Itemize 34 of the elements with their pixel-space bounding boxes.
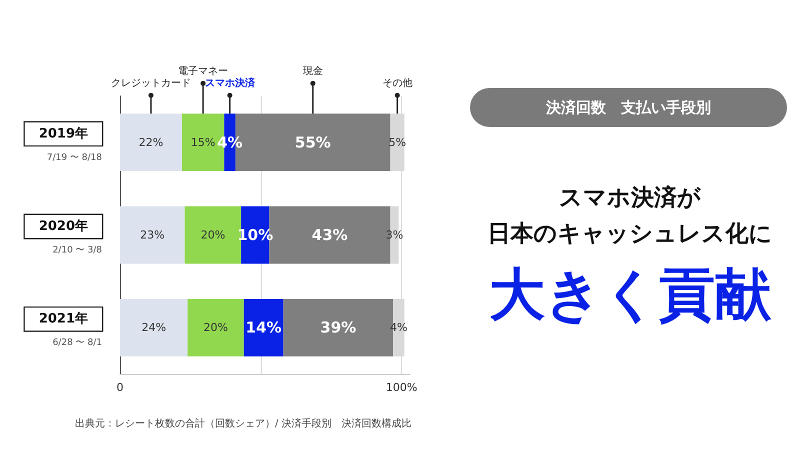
text: その他 <box>382 76 412 89</box>
text: 電子マネー <box>178 66 228 77</box>
data-label: 39% <box>320 318 356 337</box>
text: 決済回数 支払い手段別 <box>545 98 711 116</box>
text: クレジットカード <box>110 78 191 89</box>
text: 大きく貢献 <box>489 262 772 328</box>
data-label: 55% <box>294 133 331 152</box>
data-label: 4% <box>217 133 243 152</box>
bar <box>120 114 182 172</box>
data-label: 24% <box>142 321 166 334</box>
bar <box>244 298 284 356</box>
data-label: 15% <box>190 136 216 149</box>
text: 現金 <box>302 64 323 77</box>
data-label: 20% <box>204 321 228 334</box>
text: スマホ決済 <box>204 76 256 89</box>
data-label: 3% <box>386 228 404 242</box>
bar <box>188 298 244 356</box>
data-label: 20% <box>200 228 226 242</box>
x-tick-label: 0 <box>116 381 124 394</box>
bar <box>120 206 185 264</box>
data-label: 4% <box>390 321 408 334</box>
data-label: 14% <box>246 318 282 337</box>
text: 出典元：レシート枚数の合計（回数シェア）/ 決済手段別 決済回数構成比 <box>75 418 412 430</box>
text: スマホ決済が <box>559 184 701 211</box>
data-label: 5% <box>388 136 406 149</box>
y-tick-label: 2020年 2/10 〜 3/8 <box>38 219 102 256</box>
y-tick-label: 2019年 7/19 〜 8/18 <box>38 126 102 163</box>
y-tick-label: 2021年 6/28 〜 8/1 <box>38 312 102 348</box>
x-tick-label: 100% <box>386 381 418 394</box>
data-label: 43% <box>312 226 348 244</box>
bar <box>120 298 188 356</box>
data-label: 23% <box>140 228 165 242</box>
text: 日本のキャッシュレス化に <box>488 221 772 247</box>
data-label: 22% <box>138 136 164 149</box>
